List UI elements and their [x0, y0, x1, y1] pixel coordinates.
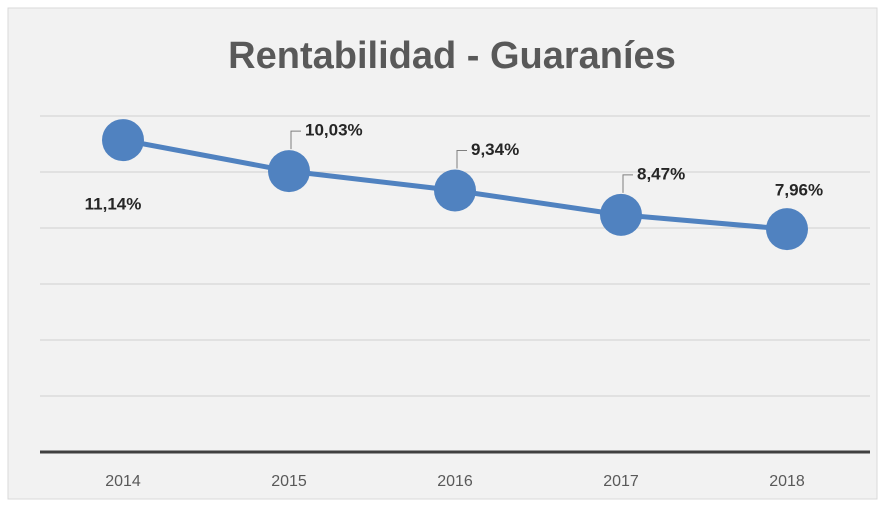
marker [766, 208, 808, 251]
leader-line [456, 149, 467, 169]
leader-line [290, 130, 301, 150]
marker [600, 193, 642, 236]
marker [434, 169, 476, 212]
x-tick-label: 2017 [603, 473, 639, 490]
data-label: 8,47% [637, 164, 685, 183]
marker [268, 150, 310, 193]
leader-line [622, 174, 633, 193]
x-tick-label: 2016 [437, 473, 473, 490]
data-label: 10,03% [305, 121, 363, 140]
x-tick-label: 2015 [271, 473, 307, 490]
marker [102, 119, 144, 162]
chart-title: Rentabilidad - Guaraníes [228, 35, 676, 77]
data-label: 11,14% [85, 195, 142, 214]
chart-background [7, 7, 878, 500]
x-tick-label: 2018 [769, 473, 805, 490]
data-label: 7,96% [775, 181, 823, 200]
data-label: 9,34% [471, 140, 519, 159]
x-tick-label: 2014 [105, 473, 141, 490]
